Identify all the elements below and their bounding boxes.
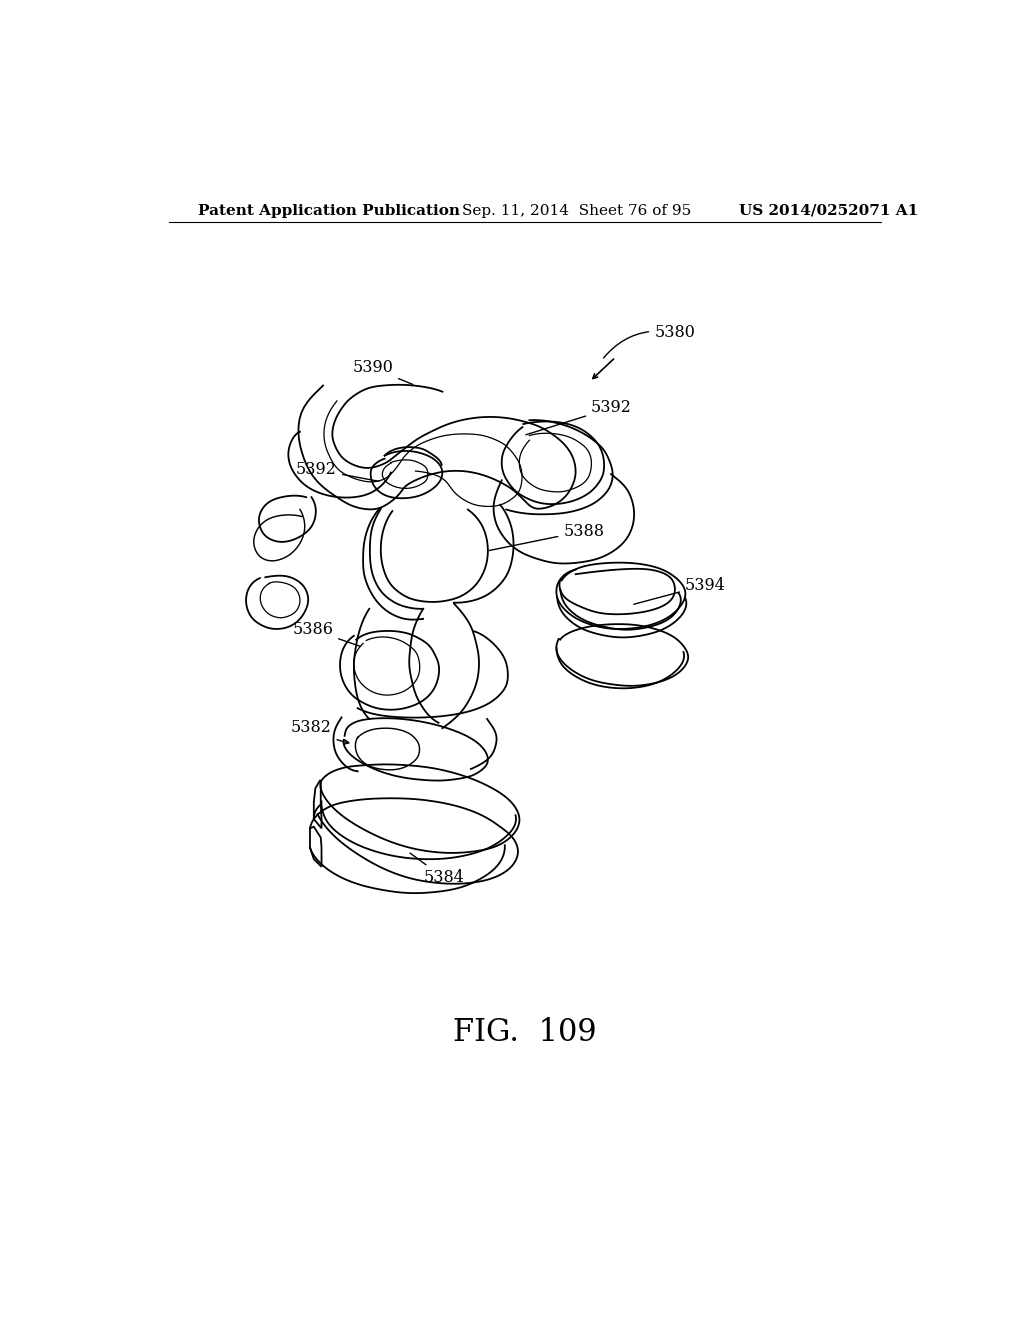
Text: 5384: 5384	[410, 853, 464, 886]
Text: Sep. 11, 2014  Sheet 76 of 95: Sep. 11, 2014 Sheet 76 of 95	[462, 203, 691, 218]
Text: 5394: 5394	[634, 577, 726, 605]
Text: 5388: 5388	[489, 523, 604, 550]
Text: 5386: 5386	[292, 622, 360, 647]
Text: US 2014/0252071 A1: US 2014/0252071 A1	[739, 203, 919, 218]
Text: 5382: 5382	[291, 719, 349, 744]
Text: 5380: 5380	[603, 323, 695, 358]
Polygon shape	[310, 826, 322, 867]
Text: 5392: 5392	[296, 461, 379, 482]
Text: Patent Application Publication: Patent Application Publication	[199, 203, 461, 218]
Text: 5392: 5392	[526, 400, 632, 434]
Text: 5390: 5390	[352, 359, 413, 384]
Text: FIG.  109: FIG. 109	[453, 1016, 597, 1048]
Polygon shape	[313, 780, 322, 829]
